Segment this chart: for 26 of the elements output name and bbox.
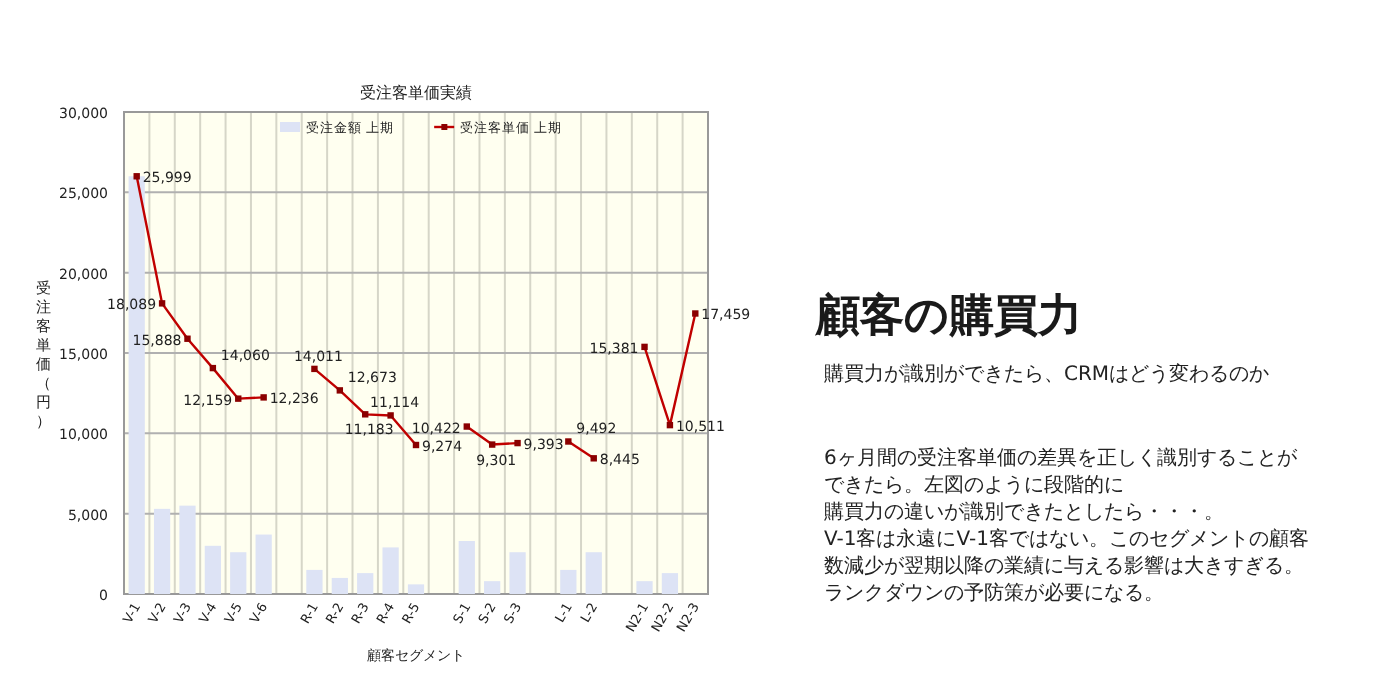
bar	[331, 577, 348, 594]
bar	[179, 505, 196, 594]
bar	[230, 552, 247, 594]
bar	[458, 540, 475, 594]
text: 購買力が識別ができたら、CRMはどう変わるのか	[824, 362, 1270, 386]
text: V-1客は永遠にV-1客ではない。このセグメントの顧客	[824, 527, 1309, 551]
bar	[255, 534, 272, 594]
text: 数減少が翌期以降の業績に与える影響は大きすぎる。	[824, 554, 1304, 578]
bar	[636, 581, 653, 594]
chart-title: 受注客単価実績	[360, 84, 472, 102]
text: 6ヶ月間の受注客単価の差異を正しく識別することが	[824, 446, 1299, 470]
text: ランクダウンの予防策が必要になる。	[824, 581, 1164, 605]
text: できたら。左図のように段階的に	[824, 473, 1124, 497]
bar	[306, 569, 323, 594]
bar	[382, 547, 399, 594]
bar	[509, 552, 526, 594]
bar	[204, 545, 221, 594]
text: 顧客の購買力	[814, 290, 1082, 342]
text: 購買力の違いが識別できたとしたら・・・。	[824, 500, 1224, 524]
bar	[407, 584, 425, 594]
bar	[585, 552, 602, 594]
bar	[357, 573, 374, 594]
bar	[661, 573, 679, 594]
bar	[484, 581, 501, 594]
bar	[153, 508, 171, 594]
bar	[560, 569, 577, 594]
